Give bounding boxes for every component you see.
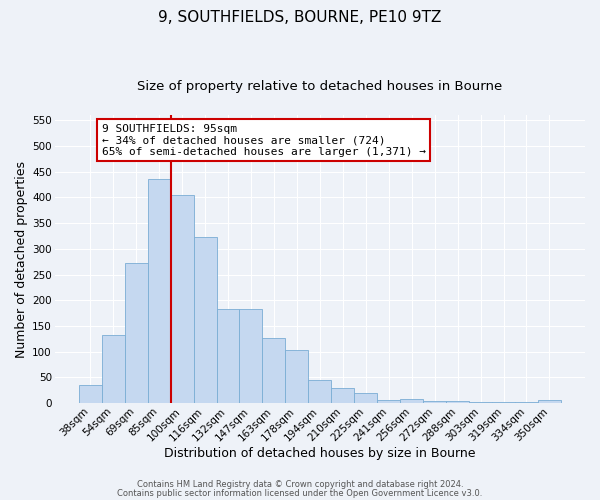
Bar: [262, 338, 286, 403]
Bar: [194, 238, 217, 403]
Bar: [239, 308, 262, 403]
Text: 9, SOUTHFIELDS, BOURNE, PE10 9TZ: 9, SOUTHFIELDS, BOURNE, PE10 9TZ: [158, 10, 442, 25]
Bar: [308, 380, 331, 403]
Bar: [286, 350, 308, 403]
Bar: [354, 393, 377, 403]
Bar: [125, 262, 148, 403]
Bar: [217, 308, 239, 403]
X-axis label: Distribution of detached houses by size in Bourne: Distribution of detached houses by size …: [164, 447, 476, 460]
Title: Size of property relative to detached houses in Bourne: Size of property relative to detached ho…: [137, 80, 502, 93]
Bar: [79, 385, 102, 403]
Bar: [170, 195, 194, 403]
Text: Contains HM Land Registry data © Crown copyright and database right 2024.: Contains HM Land Registry data © Crown c…: [137, 480, 463, 489]
Bar: [446, 400, 469, 403]
Bar: [423, 401, 446, 403]
Bar: [148, 180, 170, 403]
Bar: [469, 402, 492, 403]
Text: Contains public sector information licensed under the Open Government Licence v3: Contains public sector information licen…: [118, 488, 482, 498]
Bar: [400, 399, 423, 403]
Bar: [102, 335, 125, 403]
Bar: [377, 400, 400, 403]
Bar: [331, 388, 354, 403]
Bar: [538, 400, 561, 403]
Bar: [492, 402, 515, 403]
Text: 9 SOUTHFIELDS: 95sqm
← 34% of detached houses are smaller (724)
65% of semi-deta: 9 SOUTHFIELDS: 95sqm ← 34% of detached h…: [102, 124, 426, 157]
Bar: [515, 402, 538, 403]
Y-axis label: Number of detached properties: Number of detached properties: [15, 160, 28, 358]
